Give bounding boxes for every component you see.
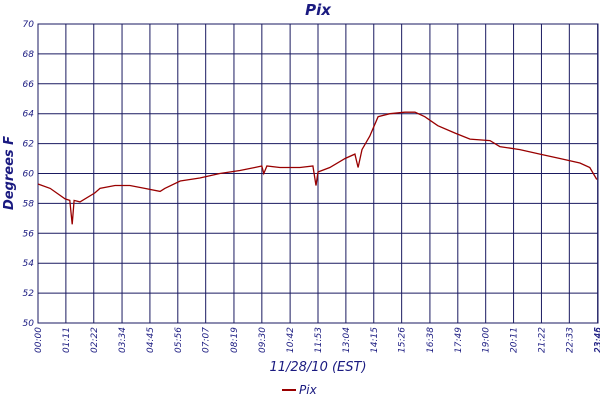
x-tick-label: 21:22 — [537, 327, 547, 353]
x-tick-label: 05:56 — [174, 327, 184, 353]
x-tick-label: 22:33 — [565, 327, 575, 353]
x-tick-label: 07:07 — [202, 327, 212, 353]
y-tick-label: 58 — [23, 199, 35, 209]
x-tick-label: 02:22 — [90, 327, 100, 353]
x-tick-label: 10:42 — [286, 327, 296, 353]
x-tick-label: 23:45 — [594, 327, 600, 353]
x-tick-label: 03:34 — [118, 327, 128, 353]
y-tick-label: 68 — [23, 50, 35, 60]
x-tick-label: 00:00 — [34, 327, 44, 353]
x-tick-label: 13:04 — [342, 327, 352, 353]
x-tick-label: 09:30 — [258, 327, 268, 353]
x-tick-label: 19:00 — [482, 327, 492, 353]
x-tick-label: 01:11 — [62, 327, 72, 353]
x-tick-label: 20:11 — [510, 327, 520, 353]
data-line — [37, 111, 598, 225]
y-tick-label: 66 — [23, 80, 35, 90]
x-tick-label: 23:46 — [594, 327, 600, 353]
x-tick-label: 11:53 — [314, 327, 324, 353]
x-tick-label: 17:49 — [454, 327, 464, 353]
y-tick-label: 64 — [23, 110, 35, 120]
y-axis-label: Degrees F — [2, 136, 17, 210]
y-tick-label: 56 — [23, 229, 35, 239]
y-tick-label: 70 — [23, 20, 35, 30]
y-tick-label: 52 — [23, 289, 35, 299]
y-tick-label: 60 — [23, 170, 35, 180]
y-tick-label: 62 — [23, 140, 35, 150]
x-tick-label: 04:45 — [146, 327, 156, 353]
y-tick-label: 54 — [23, 259, 35, 269]
x-tick-label: 15:26 — [398, 327, 408, 353]
x-tick-label: 16:38 — [426, 327, 436, 353]
y-tick-label: 50 — [23, 319, 35, 329]
x-tick-label: 08:19 — [230, 327, 240, 353]
x-axis-label: 11/28/10 (EST) — [269, 360, 366, 375]
legend-label: Pix — [299, 383, 318, 397]
x-tick-label: 14:15 — [370, 327, 380, 353]
chart-title: Pix — [305, 1, 332, 19]
